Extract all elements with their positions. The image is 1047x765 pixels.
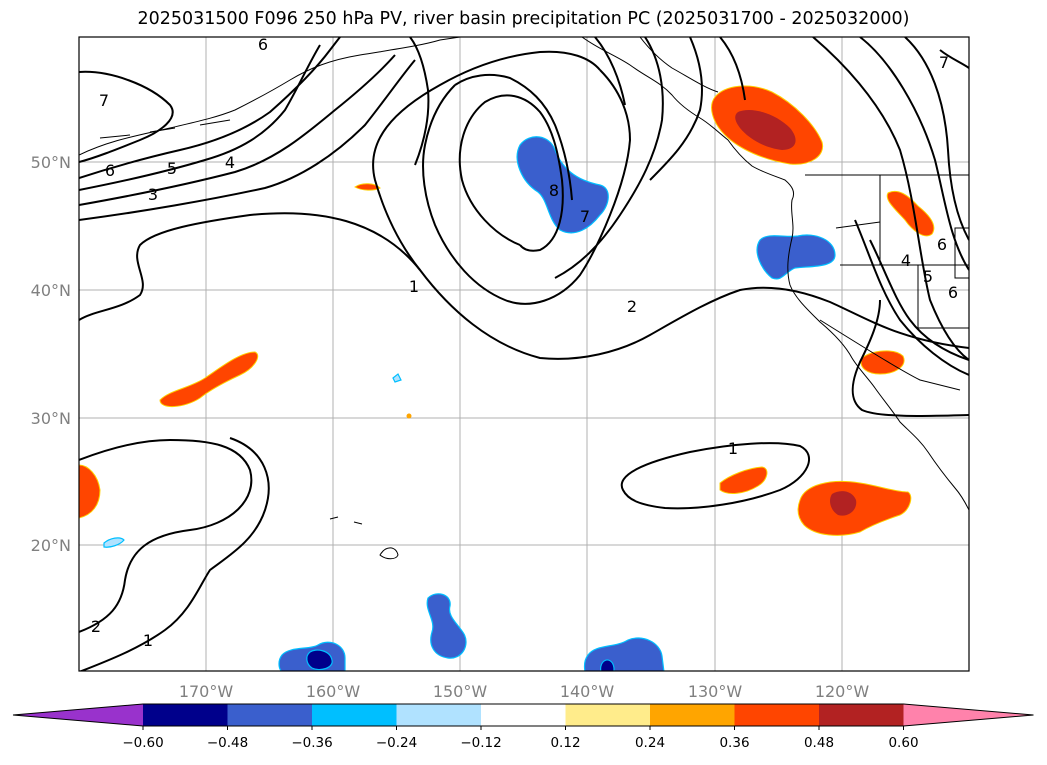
colorbar-tick-label: 0.36 [719,735,749,751]
precip-blob [354,183,381,191]
contour-label: 1 [409,277,419,296]
lat-label: 50°N [31,153,71,172]
contour-label: 7 [99,91,109,110]
colorbar-segment [565,704,651,726]
lon-label: 120°W [815,682,870,701]
contour-label: 5 [167,159,177,178]
precip-blob [830,491,857,516]
colorbar: −0.60 −0.48 −0.36 −0.24 −0.12 0.12 0.24 0.36 0.4… [12,703,1034,751]
contour-label: 5 [923,267,933,286]
precip-blob [159,351,259,407]
map-title: 2025031500 F096 250 hPa PV, river basin … [137,9,910,29]
contour-label: 6 [937,235,947,254]
longitude-labels: 170°W 160°W 150°W 140°W 130°W 120°W [179,682,870,701]
contour-label: 2 [627,297,637,316]
colorbar-tick-label: −0.36 [291,735,332,751]
colorbar-tick-label: −0.24 [376,735,417,751]
colorbar-segment [650,704,735,726]
colorbar-extend-left [13,704,143,726]
latitude-labels: 50°N 40°N 30°N 20°N [31,153,71,555]
colorbar-tick-label: 0.60 [888,735,918,751]
lon-label: 130°W [688,682,743,701]
contour-label: 6 [105,161,115,180]
colorbar-segment [227,704,313,726]
colorbar-tick-label: 0.24 [635,735,665,751]
precip-blob [426,593,467,659]
contour-label: 6 [948,283,958,302]
map-frame [78,36,970,672]
contour-label: 4 [225,153,235,172]
contour-label: 4 [901,251,911,270]
precip-blob [79,464,101,519]
lon-label: 170°W [179,682,234,701]
contour-label: 1 [143,631,153,650]
precip-blob [406,413,412,419]
colorbar-tick-label: 0.48 [804,735,834,751]
precip-blob [886,190,935,237]
colorbar-segment [481,704,566,726]
contour-label: 6 [258,35,268,54]
contour-label: 8 [549,181,559,200]
precip-blob [735,109,796,150]
contour-label: 2 [91,617,101,636]
precip-positive-regions [79,85,935,536]
contour-label: 7 [580,207,590,226]
lat-label: 20°N [31,536,71,555]
colorbar-segment [734,704,820,726]
colorbar-tick-label: −0.12 [460,735,501,751]
lat-label: 30°N [31,409,71,428]
precip-blob [756,234,836,280]
pv-contours [79,37,969,671]
lat-label: 40°N [31,281,71,300]
lon-label: 140°W [560,682,615,701]
colorbar-tick-label: 0.12 [550,735,580,751]
colorbar-segment [312,704,397,726]
colorbar-segment [143,704,228,726]
lon-label: 160°W [306,682,361,701]
precip-blob [719,466,768,494]
precip-blob [306,649,333,671]
precip-blob [600,659,615,671]
colorbar-tick-label: −0.60 [122,735,163,751]
contour-labels: 6 7 6 5 4 3 8 7 1 2 1 2 1 7 6 4 5 6 [91,35,958,650]
colorbar-segment [396,704,482,726]
contour-label: 3 [148,185,158,204]
precip-blob [392,373,402,383]
precip-blob [103,537,125,548]
colorbar-extend-right [903,704,1034,726]
contour-label: 7 [939,53,949,72]
contour-label: 1 [728,439,738,458]
colorbar-segment [819,704,904,726]
colorbar-tick-label: −0.48 [207,735,248,751]
lon-label: 150°W [433,682,488,701]
